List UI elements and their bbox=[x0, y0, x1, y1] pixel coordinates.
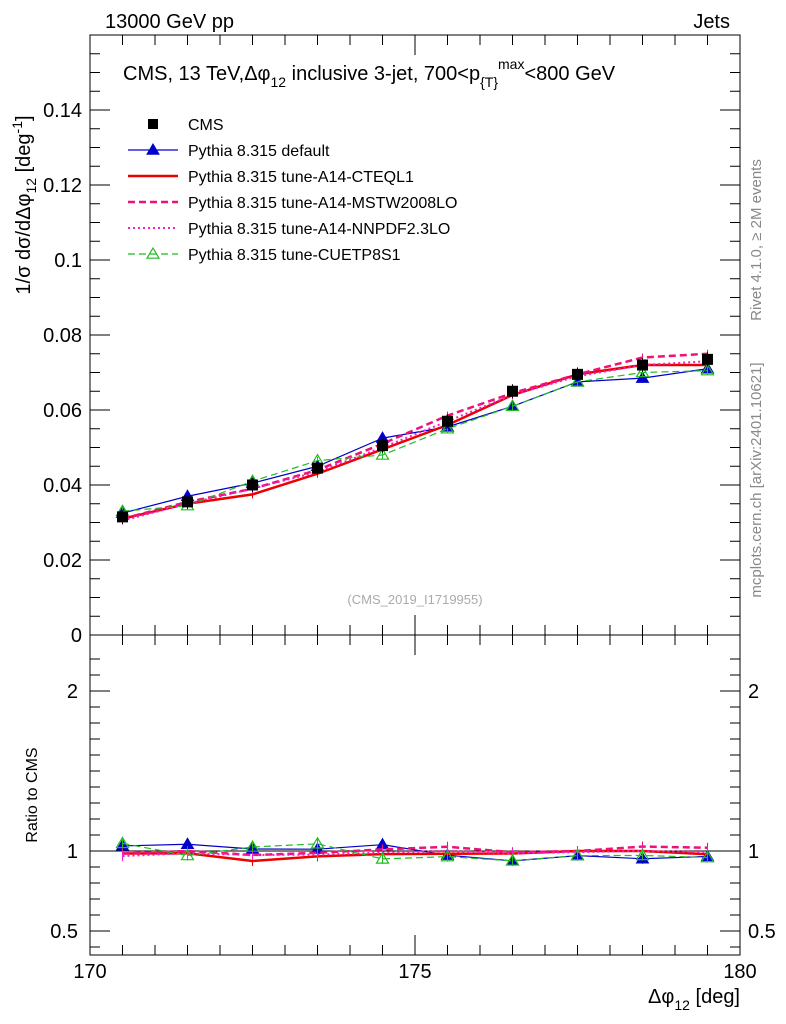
series-layer bbox=[115, 349, 715, 525]
series-point bbox=[700, 363, 715, 376]
x-tick-label: 180 bbox=[723, 961, 756, 983]
y-axis-label: 1/σ dσ/dΔφ12 [deg-1] bbox=[9, 115, 39, 294]
ratio-point bbox=[115, 836, 130, 849]
data-point bbox=[377, 440, 388, 452]
analysis-watermark: (CMS_2019_I1719955) bbox=[347, 592, 482, 607]
side-label-mcplots: mcplots.cern.ch [arXiv:2401.10621] bbox=[748, 362, 765, 597]
data-point bbox=[507, 385, 518, 397]
legend-label: Pythia 8.315 default bbox=[188, 143, 330, 160]
series-4 bbox=[122, 357, 708, 525]
ratio-point bbox=[440, 849, 455, 862]
ratio-point bbox=[180, 848, 195, 861]
y-tick-label: 0.04 bbox=[43, 475, 82, 497]
ratio-point bbox=[505, 853, 520, 866]
ratio-y-tick-label: 0.5 bbox=[50, 921, 78, 943]
x-tick-label: 175 bbox=[398, 961, 431, 983]
ratio-y-tick-label-right: 1 bbox=[748, 841, 759, 863]
svg-text:mcplots.cern.ch [arXiv:2401.10: mcplots.cern.ch [arXiv:2401.10621] bbox=[748, 362, 765, 597]
ratio-line bbox=[122, 843, 708, 862]
y-tick-label: 0.02 bbox=[43, 550, 82, 572]
legend-label: Pythia 8.315 tune-A14-NNPDF2.3LO bbox=[188, 221, 450, 238]
ratio-y-tick-label-right: 2 bbox=[748, 681, 759, 703]
data-point bbox=[312, 462, 323, 474]
series-point bbox=[635, 365, 650, 378]
legend-swatch-data bbox=[148, 119, 158, 129]
y-tick-label: 0.06 bbox=[43, 400, 82, 422]
ratio-point bbox=[375, 851, 390, 864]
axis-ticks: 170 175 180 0 0.02 0.04 0.06 0.08 0.1 0.12 0.14 0.5… bbox=[43, 34, 776, 983]
data-point bbox=[442, 415, 453, 427]
y-tick-label: 0.14 bbox=[43, 100, 82, 122]
ratio-line bbox=[122, 849, 708, 863]
legend-swatch-marker bbox=[146, 143, 160, 155]
ratio-point bbox=[570, 848, 585, 861]
ratio-plot-frame bbox=[89, 634, 741, 956]
data-point bbox=[117, 511, 128, 523]
header-left: 13000 GeV pp bbox=[105, 11, 234, 33]
data-series-cms bbox=[117, 352, 713, 524]
series-1 bbox=[115, 361, 715, 518]
header-right: Jets bbox=[693, 11, 730, 33]
svg-text:Ratio to CMS: Ratio to CMS bbox=[24, 747, 41, 842]
y-tick-label: 0 bbox=[71, 625, 82, 647]
data-point bbox=[247, 479, 258, 491]
ratio-y-tick-label-right: 0.5 bbox=[748, 921, 776, 943]
ratio-point bbox=[245, 839, 260, 852]
x-tick-label: 170 bbox=[73, 961, 106, 983]
svg-text:Rivet 4.1.0, ≥ 2M events: Rivet 4.1.0, ≥ 2M events bbox=[748, 159, 765, 321]
x-axis-label: Δφ12 [deg] bbox=[648, 986, 740, 1013]
ratio-line bbox=[122, 845, 708, 857]
series-point bbox=[375, 447, 390, 460]
series-line bbox=[122, 368, 708, 514]
data-point bbox=[637, 359, 648, 371]
ratio-series-layer bbox=[115, 836, 715, 866]
svg-text:1/σ dσ/dΔφ12 [deg-1]: 1/σ dσ/dΔφ12 [deg-1] bbox=[9, 115, 39, 294]
series-line bbox=[122, 360, 708, 522]
legend-label: Pythia 8.315 tune-A14-CTEQL1 bbox=[188, 169, 414, 186]
legend-swatch-marker bbox=[145, 246, 161, 259]
series-point bbox=[440, 421, 455, 434]
ratio-y-axis-label: Ratio to CMS bbox=[24, 747, 41, 842]
legend: CMS Pythia 8.315 default Pythia 8.315 tune… bbox=[128, 117, 457, 264]
series-line bbox=[122, 370, 708, 512]
ratio-y-tick-label: 1 bbox=[67, 841, 78, 863]
series-point bbox=[505, 399, 520, 412]
legend-label: CMS bbox=[188, 117, 224, 134]
series-point bbox=[570, 374, 585, 387]
chart-title: CMS, 13 TeV,Δφ12 inclusive 3-jet, 700<p{… bbox=[123, 56, 616, 90]
data-point bbox=[182, 496, 193, 508]
data-point bbox=[702, 353, 713, 365]
data-point bbox=[572, 368, 583, 380]
ratio-point bbox=[635, 848, 650, 861]
ratio-point bbox=[700, 850, 715, 863]
ratio-point bbox=[310, 836, 325, 849]
y-tick-label: 0.08 bbox=[43, 325, 82, 347]
ratio-y-tick-label: 2 bbox=[67, 681, 78, 703]
side-label-rivet: Rivet 4.1.0, ≥ 2M events bbox=[748, 159, 765, 321]
ratio-series-5 bbox=[115, 836, 715, 866]
y-tick-label: 0.1 bbox=[54, 250, 82, 272]
legend-label: Pythia 8.315 tune-CUETP8S1 bbox=[188, 247, 401, 264]
legend-label: Pythia 8.315 tune-A14-MSTW2008LO bbox=[188, 195, 457, 212]
y-tick-label: 0.12 bbox=[43, 175, 82, 197]
